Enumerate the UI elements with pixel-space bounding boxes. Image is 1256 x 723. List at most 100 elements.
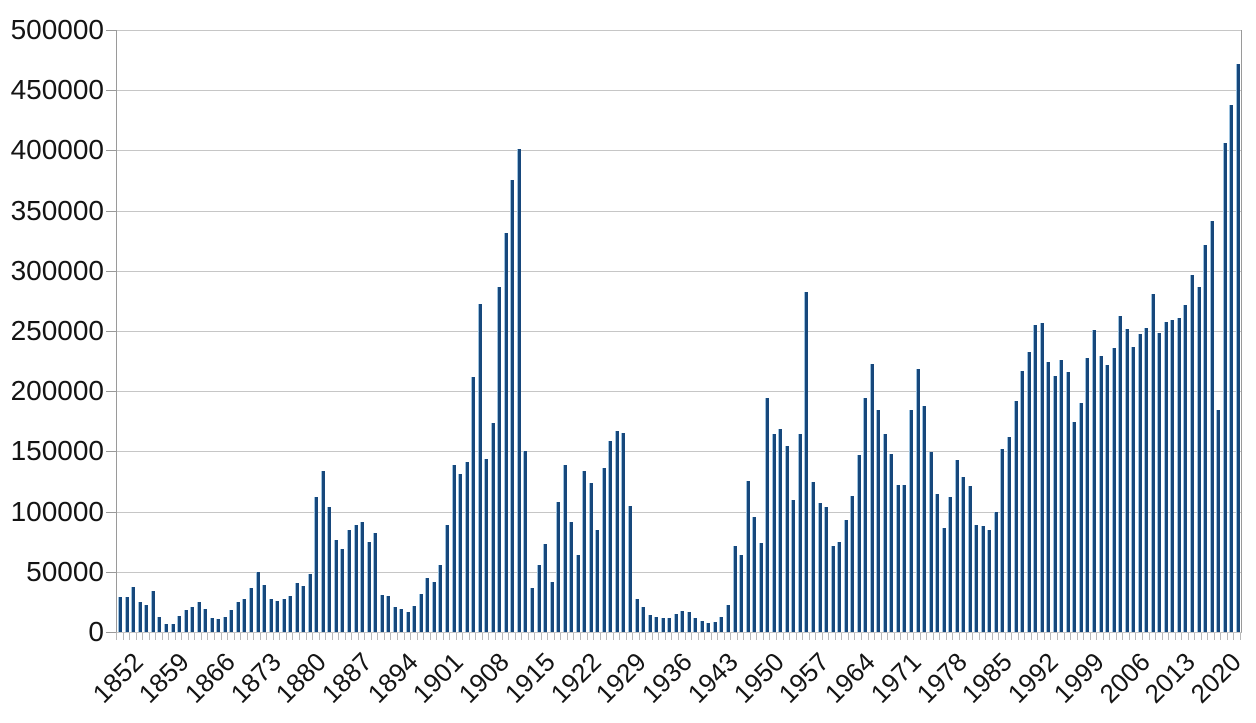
x-axis-tick [625,633,627,640]
bar-1912 [510,180,515,632]
gridline [117,271,1241,272]
x-axis-tick [704,633,706,640]
x-axis-tick [1122,633,1124,640]
bar-1955 [791,500,796,632]
x-tick-label: 1859 [132,646,195,709]
y-tick-label: 150000 [10,435,104,466]
x-axis-tick [998,633,1000,640]
x-tick-label: 2020 [1184,646,1247,709]
bar-2008 [1137,334,1142,632]
bar-1982 [967,486,972,632]
x-axis-tick [1017,633,1019,640]
y-tick-label: 450000 [10,74,104,105]
x-axis-tick [122,633,124,640]
x-axis-tick [782,633,784,640]
x-axis-tick [887,633,889,640]
x-axis-tick [834,633,836,640]
x-axis-tick [1181,633,1183,640]
bar-1940 [693,618,698,632]
bar-1919 [556,502,561,632]
x-axis-tick [377,633,379,640]
bar-1943 [712,622,717,632]
bar-1899 [425,578,430,632]
x-axis-tick [697,633,699,640]
y-axis-tick [106,331,116,332]
x-axis-tick [194,633,196,640]
bar-2015 [1183,305,1188,632]
bar-1865 [203,609,208,632]
bar-1995 [1052,376,1057,632]
x-axis-tick [736,633,738,640]
x-axis-tick [586,633,588,640]
x-tick-label: 1943 [681,646,744,709]
x-axis-tick [1128,633,1130,640]
bar-2013 [1170,320,1175,632]
x-axis-tick [436,633,438,640]
bar-1905 [464,462,469,632]
x-axis-tick [357,633,359,640]
x-axis-tick [769,633,771,640]
bar-1897 [412,606,417,632]
bar-1999 [1078,403,1083,632]
y-axis-tick [106,391,116,392]
bar-1957 [804,292,809,632]
x-axis-tick [481,633,483,640]
bar-1927 [608,441,613,632]
bar-1875 [268,599,273,632]
bar-1881 [307,574,312,632]
bar-1890 [366,542,371,632]
x-axis-tick [1233,633,1235,640]
y-tick-label: 200000 [10,375,104,406]
x-axis-tick [730,633,732,640]
bar-1920 [562,465,567,632]
y-axis-tick [106,30,116,31]
bar-1998 [1072,422,1077,632]
bar-1990 [1020,371,1025,632]
gridline [117,512,1241,513]
x-axis-tick [959,633,960,640]
bar-2017 [1196,287,1201,632]
bar-1863 [190,607,195,632]
x-axis-tick [1037,633,1039,640]
bar-1978 [941,528,946,632]
bar-2001 [1091,330,1096,632]
y-axis-tick [106,451,116,452]
x-tick-label: 1978 [910,646,973,709]
x-axis-tick [240,633,242,640]
bar-2011 [1157,333,1162,632]
bar-1921 [569,522,574,632]
x-axis-tick [233,633,235,640]
bar-2016 [1189,275,1194,632]
bar-1917 [543,544,548,632]
x-axis-tick [416,633,418,640]
bar-1882 [314,497,319,632]
x-axis-tick [893,633,895,640]
x-axis-tick [756,633,758,640]
x-axis-tick [1024,633,1026,640]
x-tick-label: 1880 [269,646,333,709]
bar-1941 [699,621,704,632]
x-axis-tick [900,633,902,640]
x-axis-tick [390,633,392,640]
x-axis-tick [475,633,477,640]
bar-1895 [399,609,404,632]
bar-1873 [255,572,260,632]
x-tick-label: 1929 [590,646,653,709]
y-axis-tick [106,90,116,91]
bar-1967 [869,364,874,632]
bar-1856 [144,605,149,632]
bar-1951 [765,398,770,632]
bar-2022 [1229,105,1234,632]
bar-1924 [588,483,593,632]
bar-1869 [229,610,234,632]
x-axis-tick [501,633,503,640]
bar-1860 [170,624,175,632]
x-axis-tick [1115,633,1117,640]
bar-1958 [810,482,815,632]
x-axis-tick [174,633,176,640]
gridline [117,90,1241,91]
y-tick-label: 0 [88,616,104,647]
y-tick-label: 100000 [10,496,104,527]
bar-1903 [451,465,456,632]
bar-1874 [262,585,267,632]
